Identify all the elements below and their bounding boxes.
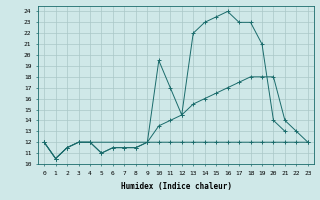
X-axis label: Humidex (Indice chaleur): Humidex (Indice chaleur) bbox=[121, 182, 231, 191]
